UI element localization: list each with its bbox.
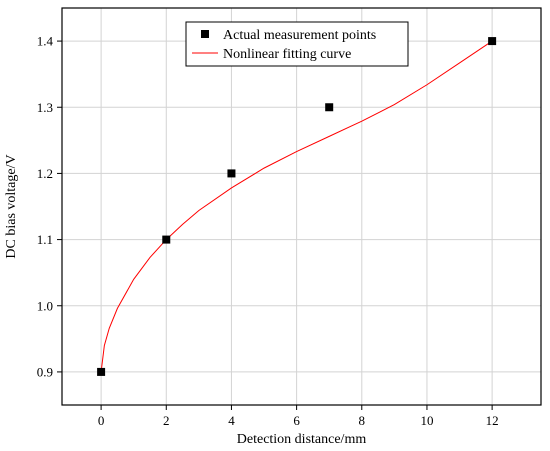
axis-ticks — [57, 40, 493, 410]
y-tick-label: 0.9 — [37, 364, 53, 379]
y-tick-label: 1.3 — [37, 100, 53, 115]
x-tick-label: 6 — [293, 413, 300, 428]
fit-curve — [100, 40, 493, 372]
legend-label-fitting: Nonlinear fitting curve — [223, 47, 351, 62]
x-tick-label: 10 — [420, 413, 433, 428]
tick-labels: 0 2 4 6 8 10 12 0.9 1.0 1.1 1.2 1.3 1.4 — [37, 34, 499, 428]
measurement-point — [162, 235, 171, 244]
y-tick-label: 1.1 — [37, 232, 53, 247]
y-tick-label: 1.0 — [37, 298, 53, 313]
x-axis-title: Detection distance/mm — [237, 432, 367, 447]
measurement-points-layer — [97, 37, 497, 376]
x-tick-label: 4 — [228, 413, 235, 428]
legend-label-measurement: Actual measurement points — [223, 28, 376, 43]
x-tick-label: 12 — [486, 413, 499, 428]
measurement-point — [488, 37, 497, 46]
y-axis-title: DC bias voltage/V — [4, 154, 19, 258]
measurement-point — [227, 169, 236, 178]
x-tick-label: 0 — [98, 413, 105, 428]
y-tick-label: 1.4 — [37, 34, 54, 49]
x-tick-label: 2 — [163, 413, 170, 428]
x-tick-label: 8 — [359, 413, 366, 428]
legend-box — [185, 21, 409, 67]
y-tick-label: 1.2 — [37, 166, 53, 181]
legend-square-marker — [201, 30, 209, 38]
fit-curve-layer — [100, 40, 493, 372]
legend: Actual measurement points Nonlinear fitt… — [185, 21, 409, 67]
measurement-point — [97, 367, 106, 376]
plot-frame — [61, 7, 542, 406]
measurement-point — [325, 103, 334, 112]
